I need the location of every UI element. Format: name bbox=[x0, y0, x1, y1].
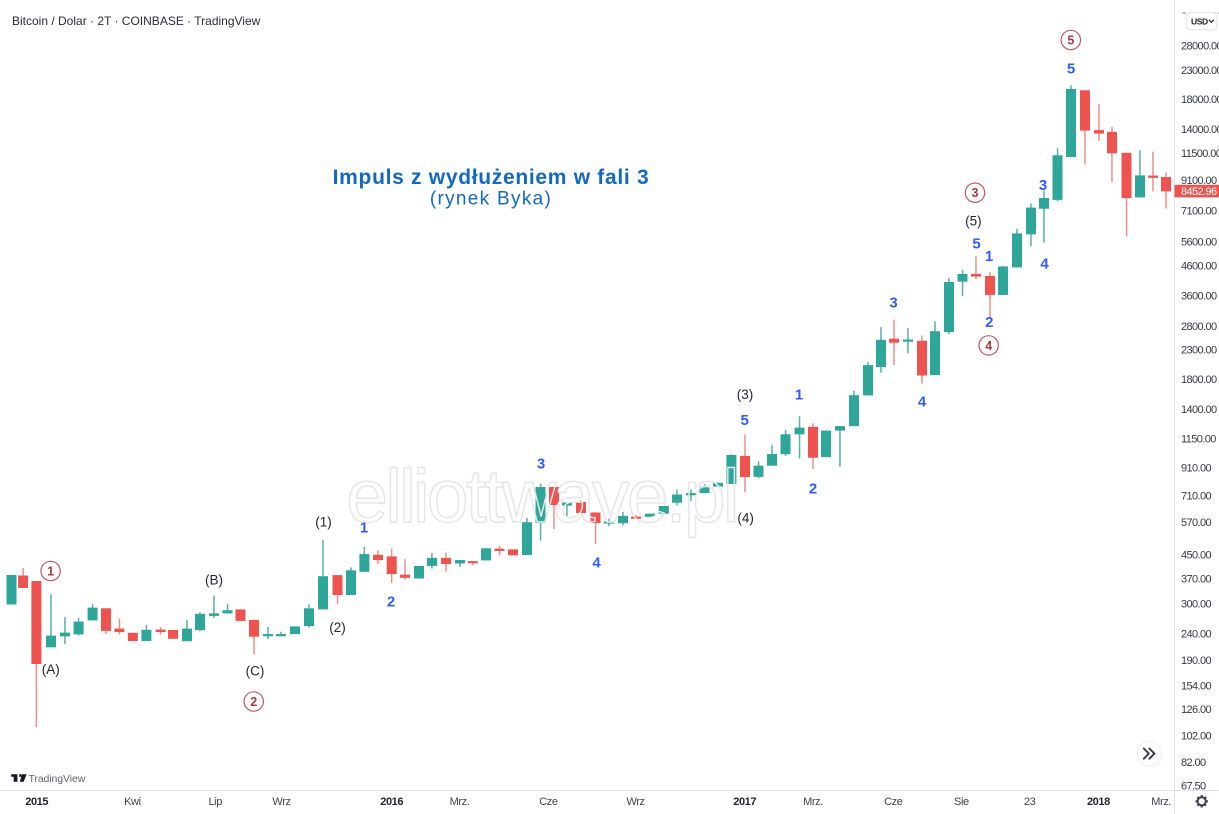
svg-text:2: 2 bbox=[985, 314, 993, 331]
svg-text:154.00: 154.00 bbox=[1181, 681, 1212, 693]
svg-text:5600.00: 5600.00 bbox=[1181, 237, 1217, 249]
svg-text:Cze: Cze bbox=[884, 796, 903, 808]
svg-text:300.00: 300.00 bbox=[1181, 599, 1212, 611]
svg-text:18000.00: 18000.00 bbox=[1181, 94, 1219, 106]
svg-text:28000.00: 28000.00 bbox=[1181, 40, 1219, 52]
svg-text:(2): (2) bbox=[329, 620, 346, 635]
svg-text:5: 5 bbox=[1067, 33, 1074, 47]
svg-text:1400.00: 1400.00 bbox=[1181, 404, 1217, 416]
svg-text:190.00: 190.00 bbox=[1181, 655, 1212, 667]
svg-text:1: 1 bbox=[47, 564, 54, 578]
svg-text:(B): (B) bbox=[205, 573, 223, 588]
svg-text:2: 2 bbox=[387, 593, 395, 610]
svg-text:450.00: 450.00 bbox=[1181, 550, 1212, 562]
svg-text:8452.96: 8452.96 bbox=[1181, 186, 1217, 198]
svg-text:Sie: Sie bbox=[954, 796, 969, 808]
svg-text:(5): (5) bbox=[965, 214, 982, 229]
svg-text:2016: 2016 bbox=[380, 796, 403, 808]
svg-text:Mrz.: Mrz. bbox=[803, 796, 823, 808]
svg-text:4600.00: 4600.00 bbox=[1181, 261, 1217, 273]
svg-text:7100.00: 7100.00 bbox=[1181, 206, 1217, 218]
svg-text:9100.00: 9100.00 bbox=[1181, 175, 1217, 187]
svg-text:2: 2 bbox=[250, 695, 257, 709]
svg-text:(A): (A) bbox=[42, 662, 60, 677]
svg-text:Cze: Cze bbox=[539, 796, 558, 808]
svg-text:2: 2 bbox=[809, 480, 817, 497]
svg-text:1: 1 bbox=[985, 248, 993, 265]
svg-text:23: 23 bbox=[1024, 796, 1036, 808]
svg-text:2018: 2018 bbox=[1087, 796, 1110, 808]
svg-text:Lip: Lip bbox=[208, 796, 222, 808]
svg-text:elliottwave.pl: elliottwave.pl bbox=[346, 454, 736, 538]
svg-text:3: 3 bbox=[889, 294, 897, 311]
svg-text:USD: USD bbox=[1191, 16, 1208, 26]
svg-text:2300.00: 2300.00 bbox=[1181, 345, 1217, 357]
svg-text:2015: 2015 bbox=[25, 796, 48, 808]
svg-text:5: 5 bbox=[741, 412, 749, 429]
svg-text:910.00: 910.00 bbox=[1181, 462, 1212, 474]
svg-text:Kwi: Kwi bbox=[124, 796, 141, 808]
svg-text:(rynek Byka): (rynek Byka) bbox=[430, 189, 552, 210]
svg-text:1150.00: 1150.00 bbox=[1181, 434, 1216, 446]
svg-text:Mrz.: Mrz. bbox=[450, 796, 470, 808]
svg-text:1800.00: 1800.00 bbox=[1181, 374, 1217, 386]
svg-text:TradingView: TradingView bbox=[29, 773, 86, 785]
svg-text:240.00: 240.00 bbox=[1181, 628, 1212, 640]
svg-text:4: 4 bbox=[592, 554, 601, 571]
svg-text:2800.00: 2800.00 bbox=[1181, 321, 1217, 333]
svg-text:5: 5 bbox=[1067, 60, 1075, 77]
svg-text:Wrz: Wrz bbox=[627, 796, 645, 808]
svg-text:4: 4 bbox=[918, 393, 927, 410]
svg-text:(C): (C) bbox=[246, 664, 265, 679]
svg-text:1: 1 bbox=[360, 519, 368, 536]
svg-text:3: 3 bbox=[972, 186, 979, 200]
svg-text:23000.00: 23000.00 bbox=[1181, 65, 1219, 77]
svg-text:1: 1 bbox=[795, 386, 803, 403]
svg-text:(4): (4) bbox=[737, 511, 754, 526]
svg-text:(1): (1) bbox=[315, 515, 332, 530]
svg-text:14000.00: 14000.00 bbox=[1181, 124, 1219, 136]
svg-text:5: 5 bbox=[972, 235, 980, 252]
svg-text:67.50: 67.50 bbox=[1181, 781, 1206, 793]
svg-text:Wrz: Wrz bbox=[272, 796, 290, 808]
svg-text:370.00: 370.00 bbox=[1181, 574, 1212, 586]
svg-text:11500.00: 11500.00 bbox=[1181, 148, 1219, 160]
svg-text:3: 3 bbox=[537, 455, 545, 472]
svg-text:Bitcoin / Dolar · 2T · COINBAS: Bitcoin / Dolar · 2T · COINBASE · Tradin… bbox=[12, 14, 261, 28]
svg-text:4: 4 bbox=[1040, 255, 1049, 272]
svg-text:82.00: 82.00 bbox=[1181, 757, 1206, 769]
svg-text:(3): (3) bbox=[737, 387, 754, 402]
svg-text:710.00: 710.00 bbox=[1181, 491, 1212, 503]
svg-text:Impuls z wydłużeniem w fali 3: Impuls z wydłużeniem w fali 3 bbox=[333, 166, 650, 189]
svg-text:4: 4 bbox=[985, 339, 992, 353]
svg-text:3600.00: 3600.00 bbox=[1181, 291, 1217, 303]
svg-text:570.00: 570.00 bbox=[1181, 517, 1212, 529]
svg-text:Mrz.: Mrz. bbox=[1151, 796, 1171, 808]
svg-text:126.00: 126.00 bbox=[1181, 704, 1212, 716]
svg-text:102.00: 102.00 bbox=[1181, 731, 1212, 743]
svg-text:3: 3 bbox=[1039, 177, 1047, 194]
svg-text:2017: 2017 bbox=[733, 796, 756, 808]
